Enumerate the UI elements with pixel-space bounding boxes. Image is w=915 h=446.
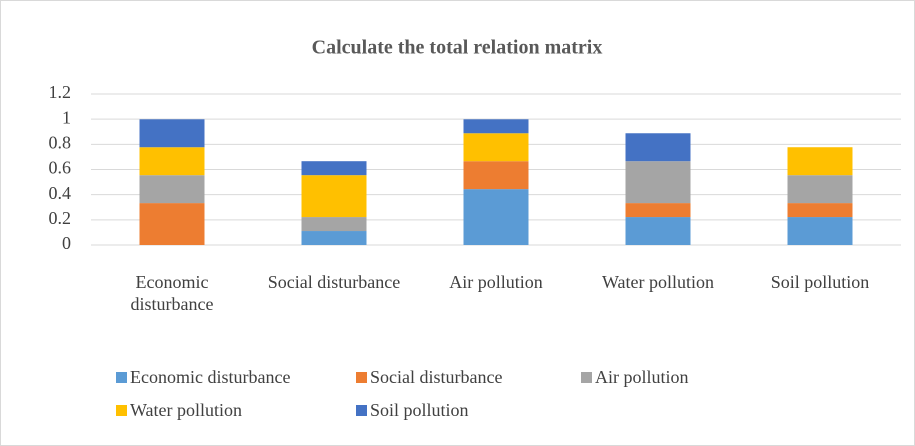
legend-swatch xyxy=(581,372,592,383)
bar-segment xyxy=(787,203,853,218)
y-tick-label: 0.2 xyxy=(49,208,72,228)
bar-segment xyxy=(625,217,691,245)
bar-segment xyxy=(787,217,853,245)
y-tick-label: 0.4 xyxy=(49,183,72,203)
x-tick-label: Air pollution xyxy=(449,272,543,292)
chart-title: Calculate the total relation matrix xyxy=(312,37,603,59)
y-tick-label: 1 xyxy=(62,107,71,127)
bar-segment xyxy=(463,161,529,190)
y-tick-label: 0.6 xyxy=(49,158,72,178)
legend-label: Social disturbance xyxy=(370,367,503,387)
x-tick-label: Water pollution xyxy=(601,272,715,292)
legend-swatch xyxy=(116,405,127,416)
legend-item: Air pollution xyxy=(581,367,689,388)
bar-segment xyxy=(787,147,853,176)
bar-segment xyxy=(625,133,691,162)
bar-segment xyxy=(139,119,205,148)
bar-segment xyxy=(301,175,367,218)
y-tick-label: 1.2 xyxy=(49,82,72,102)
legend-label: Economic disturbance xyxy=(130,367,291,387)
bar-segment xyxy=(139,203,205,245)
bar-segment xyxy=(463,133,529,162)
bar-segment xyxy=(463,119,529,134)
legend-swatch xyxy=(356,405,367,416)
y-tick-label: 0.8 xyxy=(49,132,72,152)
y-tick-label: 0 xyxy=(62,233,71,253)
x-tick-label: Economic disturbance xyxy=(130,272,214,314)
legend-item: Social disturbance xyxy=(356,367,502,388)
legend-label: Air pollution xyxy=(595,367,689,387)
bar-segment xyxy=(463,189,529,245)
legend-label: Water pollution xyxy=(130,400,243,420)
x-tick-label: Soil pollution xyxy=(770,272,870,292)
legend-item: Soil pollution xyxy=(356,400,469,421)
bar-segment xyxy=(139,175,205,204)
legend-swatch xyxy=(356,372,367,383)
x-tick-label: Social disturbance xyxy=(267,272,401,292)
bar-segment xyxy=(625,161,691,204)
bar-segment xyxy=(787,175,853,204)
bar-segment xyxy=(301,161,367,176)
legend-label: Soil pollution xyxy=(370,400,469,420)
bar-segment xyxy=(301,217,367,232)
legend-item: Economic disturbance xyxy=(116,367,290,388)
legend-item: Water pollution xyxy=(116,400,242,421)
legend-swatch xyxy=(116,372,127,383)
bar-segment xyxy=(301,231,367,245)
bar-segment xyxy=(139,147,205,176)
bar-segment xyxy=(625,203,691,218)
